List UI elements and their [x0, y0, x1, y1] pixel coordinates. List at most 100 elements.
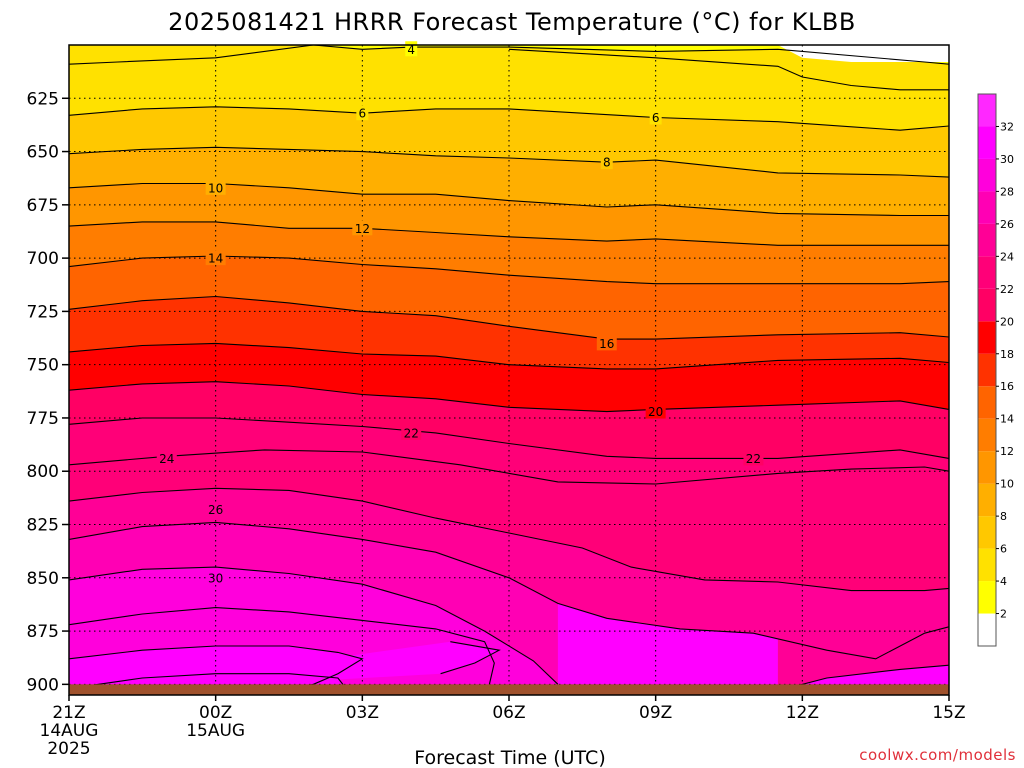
contour-line-8	[69, 146, 949, 178]
temperature-fill-layer	[69, 45, 949, 695]
contour-label-bg	[205, 501, 226, 517]
colorbar-tick-label: 26	[1000, 218, 1014, 231]
colorbar-frame	[977, 93, 997, 647]
contour-label-16: 16	[599, 337, 614, 351]
colorbar-tick-label: 24	[1000, 250, 1014, 263]
colorbar-swatch	[978, 353, 996, 387]
cold-band-top	[777, 45, 949, 63]
contour-line-18	[69, 342, 949, 370]
contour-line-31	[69, 673, 344, 692]
temp-band-5	[69, 45, 314, 65]
contour-label-24: 24	[159, 452, 174, 466]
contour-label-12: 12	[355, 222, 370, 236]
colorbar-swatch	[978, 386, 996, 419]
contour-label-14: 14	[208, 252, 223, 266]
colorbar-tick-label: 30	[1000, 153, 1014, 166]
colorbar-swatch	[978, 126, 996, 159]
contour-line-10	[69, 182, 949, 217]
y-tick-label: 825	[27, 516, 59, 536]
x-tick-date-label: 14AUG	[40, 721, 99, 741]
contour-label-bg	[205, 250, 226, 266]
contour-label-6: 6	[652, 111, 660, 125]
contour-label-30: 30	[208, 571, 223, 585]
colorbar-tick-label: 18	[1000, 348, 1014, 361]
colorbar-swatch	[978, 516, 996, 549]
colorbar-tick-label: 4	[1000, 575, 1007, 588]
colorbar-tick-label: 10	[1000, 478, 1014, 491]
contour-label-bg	[596, 335, 617, 351]
contour-label-8: 8	[603, 156, 611, 170]
colorbar-swatch	[978, 613, 996, 646]
x-tick-label: 00Z	[199, 703, 232, 723]
x-tick-label: 03Z	[346, 703, 379, 723]
contour-line-24	[69, 487, 949, 592]
y-tick-label: 775	[27, 409, 59, 429]
y-tick-label: 750	[27, 356, 59, 376]
y-tick-label: 800	[27, 462, 59, 482]
contour-label-6: 6	[359, 107, 367, 121]
contour-line-6	[69, 106, 949, 131]
x-tick-label: 09Z	[639, 703, 672, 723]
contour-label-bg	[156, 450, 177, 466]
colorbar-tick-label: 20	[1000, 315, 1014, 328]
contour-label-bg	[356, 105, 369, 121]
colorbar-tick-label: 12	[1000, 445, 1014, 458]
colorbar-swatch	[978, 451, 996, 484]
y-tick-label: 625	[27, 89, 59, 109]
contour-label-bg	[743, 450, 764, 466]
y-tick-label: 650	[27, 143, 59, 163]
contour-line-4	[313, 45, 949, 65]
contour-line-22	[69, 417, 949, 459]
colorbar-swatch	[978, 223, 996, 257]
contour-label-20: 20	[648, 405, 663, 419]
contour-label-4: 4	[407, 43, 415, 57]
contour-labels-layer: 4 6 6 8 10 12 14 16 20 22 22 24 26 30	[156, 41, 764, 585]
colorbar-tick-label: 28	[1000, 185, 1014, 198]
contour-line-5	[69, 45, 314, 65]
y-tick-label: 700	[27, 249, 59, 269]
contour-label-10: 10	[208, 181, 223, 195]
colorbar-swatch	[978, 158, 996, 192]
y-tick-label: 850	[27, 569, 59, 589]
contour-label-bg	[205, 179, 226, 195]
contour-line-14	[69, 255, 949, 285]
x-tick-label: 15Z	[932, 703, 965, 723]
colorbar-swatch	[978, 191, 996, 224]
y-axis: 625 650 675 700 725 750 775 800 825 850 875 900	[27, 89, 69, 695]
colorbar-swatch	[978, 321, 996, 354]
contour-line-5	[508, 48, 949, 91]
x-tick-label: 06Z	[492, 703, 525, 723]
contour-line-28	[69, 566, 559, 685]
contour-line-30	[69, 645, 364, 690]
contour-line-23	[69, 449, 949, 485]
contour-label-22: 22	[746, 452, 761, 466]
contour-label-bg	[600, 154, 613, 170]
contour-label-bg	[645, 403, 666, 419]
x-tick-label: 12Z	[786, 703, 819, 723]
colorbar-swatch	[978, 483, 996, 517]
contour-label-bg	[649, 109, 662, 125]
colorbar-tick-label: 14	[1000, 413, 1014, 426]
terrain-band	[69, 684, 949, 695]
colorbar-swatch	[978, 418, 996, 452]
contour-label-bg	[352, 220, 373, 236]
colorbar-swatch	[978, 581, 996, 614]
colorbar-swatch	[978, 548, 996, 582]
chart-title: 2025081421 HRRR Forecast Temperature (°C…	[168, 8, 856, 36]
contour-label-bg	[205, 569, 226, 585]
contour-line-12	[69, 221, 949, 246]
colorbar-swatch	[978, 288, 996, 322]
colorbar-swatch	[978, 256, 996, 289]
contour-line-30.5	[440, 641, 501, 675]
y-tick-label: 875	[27, 622, 59, 642]
contour-line-16	[69, 295, 949, 340]
credit-text: coolwx.com/models	[859, 746, 1016, 764]
x-axis-label: Forecast Time (UTC)	[414, 747, 605, 768]
contour-line-20	[69, 381, 949, 413]
x-tick-year-label: 2025	[47, 739, 90, 759]
y-tick-label: 675	[27, 196, 59, 216]
colorbar-tick-label: 16	[1000, 380, 1014, 393]
